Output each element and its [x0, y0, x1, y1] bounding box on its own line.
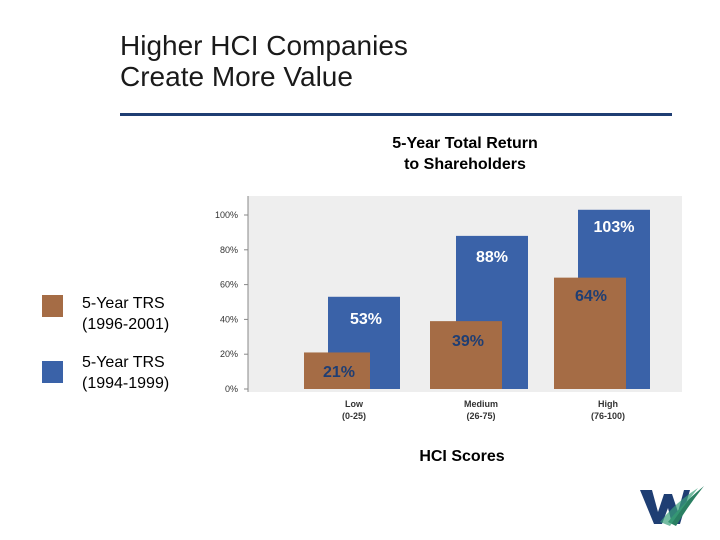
slide-title-line-2: Create More Value — [120, 61, 353, 92]
data-label-1994-1999-high: 103% — [594, 219, 635, 236]
x-tick-label-low: Low — [345, 399, 364, 409]
bar-1996-2001-low — [304, 352, 370, 389]
data-label-1996-2001-high: 64% — [575, 288, 607, 305]
x-axis-title: HCI Scores — [419, 448, 505, 465]
data-label-1996-2001-low: 21% — [323, 364, 355, 381]
chart-title: 5-Year Total Return to Shareholders — [370, 133, 560, 175]
data-label-1996-2001-medium: 39% — [452, 333, 484, 350]
x-tick-range-low: (0-25) — [342, 411, 366, 421]
legend-label-1996-2001: 5-Year TRS (1996-2001) — [82, 295, 170, 333]
title-divider — [120, 113, 672, 116]
bar-1996-2001-medium — [430, 321, 502, 389]
x-tick-range-high: (76-100) — [591, 411, 625, 421]
y-tick-label: 20% — [220, 349, 238, 359]
x-tick-label-high: High — [598, 399, 618, 409]
legend-swatch-blue — [42, 361, 63, 383]
y-tick-label: 100% — [215, 210, 238, 220]
bar-1996-2001-high — [554, 277, 626, 389]
y-tick-label: 60% — [220, 280, 238, 290]
x-tick-range-medium: (26-75) — [466, 411, 495, 421]
legend-label-1994-1999: 5-Year TRS (1994-1999) — [82, 354, 170, 392]
data-label-1994-1999-medium: 88% — [476, 249, 508, 266]
legend-swatch-brown — [42, 295, 63, 317]
y-tick-label: 80% — [220, 245, 238, 255]
y-tick-label: 0% — [225, 384, 238, 394]
y-tick-label: 40% — [220, 314, 238, 324]
slide-title-line-1: Higher HCI Companies — [120, 30, 408, 61]
slide-title: Higher HCI Companies Create More Value — [120, 30, 640, 92]
chart-title-text: 5-Year Total Return to Shareholders — [392, 135, 538, 173]
x-tick-label-medium: Medium — [464, 399, 498, 409]
company-logo — [640, 486, 704, 526]
data-label-1994-1999-low: 53% — [350, 311, 382, 328]
